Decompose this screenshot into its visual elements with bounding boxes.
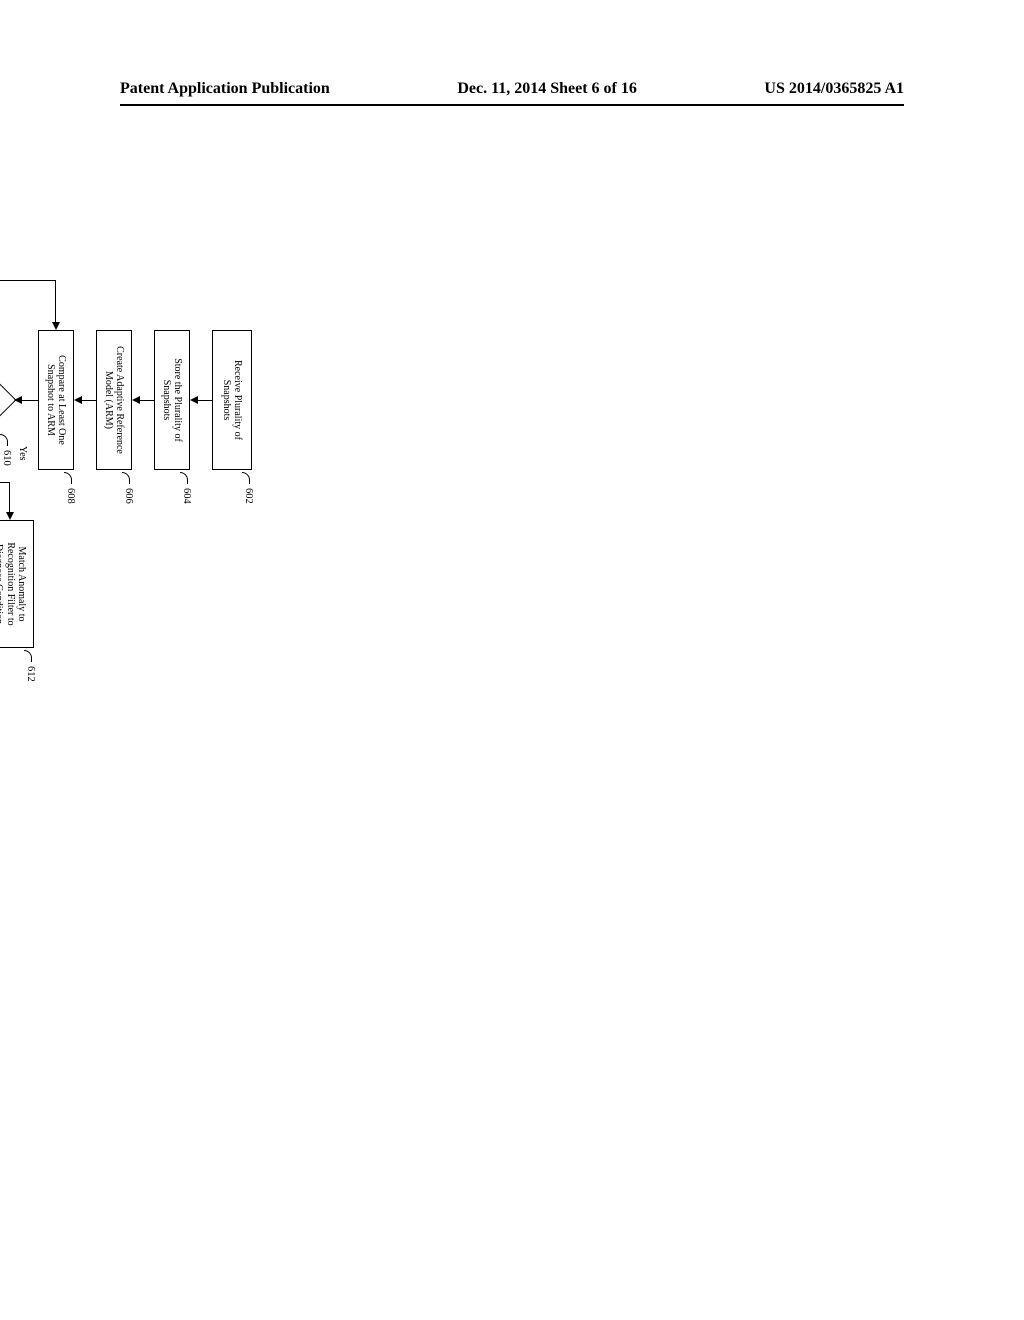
- node-602: Receive Plurality ofSnapshots: [212, 330, 252, 470]
- ref-curve-602: [242, 472, 250, 484]
- node-612-label: Match Anomaly toRecognition Filter toDia…: [0, 542, 27, 625]
- ref-612: 612: [25, 666, 36, 682]
- arrow-604-606: [132, 396, 140, 404]
- ref-curve-606: [122, 472, 130, 484]
- node-604-label: Store the Plurality ofSnapshots: [161, 358, 184, 442]
- header-rule: [120, 104, 904, 106]
- ref-610: 610: [1, 450, 12, 466]
- edge-608-610: [20, 400, 38, 401]
- edge-616-608-v: [0, 280, 56, 281]
- ref-604: 604: [181, 488, 192, 504]
- node-606-label: Create Adaptive ReferenceModel (ARM): [103, 346, 126, 454]
- ref-curve-604: [180, 472, 188, 484]
- header-center: Dec. 11, 2014 Sheet 6 of 16: [457, 80, 637, 98]
- node-608-label: Compare at Least OneSnapshot to ARM: [45, 355, 68, 445]
- header-left: Patent Application Publication: [120, 80, 330, 98]
- header-right: US 2014/0365825 A1: [764, 80, 904, 98]
- edge-610-612-h2: [9, 482, 10, 512]
- ref-curve-610: [0, 434, 8, 446]
- node-602-label: Receive Plurality ofSnapshots: [221, 360, 244, 440]
- ref-curve-612: [24, 650, 32, 662]
- page-header: Patent Application Publication Dec. 11, …: [0, 80, 1024, 98]
- edge-602-604: [197, 400, 212, 401]
- ref-602: 602: [243, 488, 254, 504]
- arrow-608-610: [14, 396, 22, 404]
- page-root: Patent Application Publication Dec. 11, …: [0, 0, 1024, 1320]
- edge-label-yes-610: Yes: [17, 446, 28, 461]
- arrow-606-608: [74, 396, 82, 404]
- edge-604-606: [139, 400, 154, 401]
- edge-616-608-h2: [55, 280, 56, 322]
- arrow-616-608: [52, 322, 60, 330]
- ref-608: 608: [65, 488, 76, 504]
- node-604: Store the Plurality ofSnapshots: [154, 330, 190, 470]
- ref-curve-608: [64, 472, 72, 484]
- ref-606: 606: [123, 488, 134, 504]
- node-612: Match Anomaly toRecognition Filter toDia…: [0, 520, 34, 648]
- edge-606-608: [81, 400, 96, 401]
- node-606: Create Adaptive ReferenceModel (ARM): [96, 330, 132, 470]
- node-608: Compare at Least OneSnapshot to ARM: [38, 330, 74, 470]
- arrow-610-612: [6, 512, 14, 520]
- arrow-602-604: [190, 396, 198, 404]
